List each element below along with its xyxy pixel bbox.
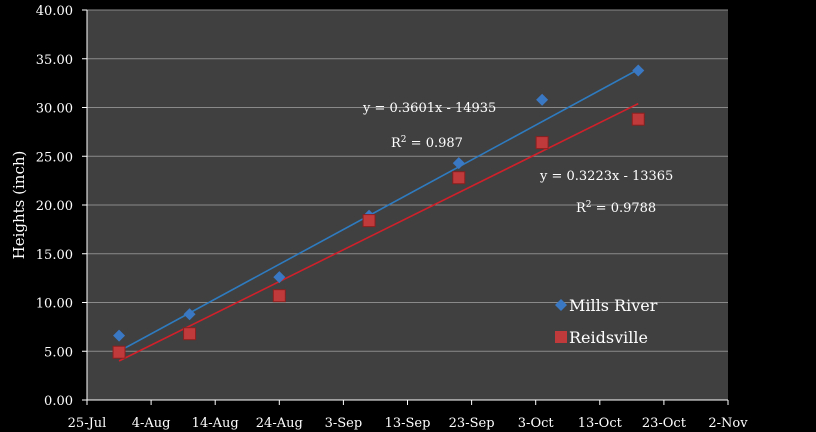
data-point-mills-river	[536, 93, 549, 106]
data-point-reidsville	[362, 214, 376, 228]
y-tick-label: 5.00	[44, 345, 73, 360]
data-point-reidsville	[183, 327, 197, 341]
trendline-0	[118, 68, 639, 352]
x-tick-label: 3-Oct	[518, 416, 555, 431]
data-point-reidsville	[631, 112, 645, 126]
y-tick-label: 0.00	[44, 394, 73, 409]
x-tick-label: 23-Sep	[449, 416, 495, 431]
y-tick-label: 35.00	[36, 53, 73, 68]
x-tick-label: 2-Nov	[708, 416, 748, 431]
trend-equation: y = 0.3223x - 13365	[539, 169, 673, 184]
data-point-mills-river	[183, 308, 196, 321]
trend-equation: y = 0.3601x - 14935	[362, 101, 496, 116]
y-tick-label: 30.00	[36, 102, 73, 117]
x-tick-label: 4-Aug	[132, 416, 171, 431]
x-tick-label: 13-Oct	[578, 416, 623, 431]
y-tick-label: 25.00	[36, 150, 73, 165]
legend-label: Reidsville	[569, 328, 648, 347]
data-point-reidsville	[535, 136, 549, 150]
r-squared: R2 = 0.9788	[576, 200, 656, 216]
legend-label: Mills River	[569, 296, 658, 315]
trendline-1	[118, 102, 639, 362]
data-point-reidsville	[272, 289, 286, 303]
data-point-reidsville	[112, 345, 126, 359]
y-tick-label: 20.00	[36, 199, 73, 214]
r-squared: R2 = 0.987	[391, 135, 463, 151]
x-tick-label: 23-Oct	[642, 416, 687, 431]
y-tick-label: 15.00	[36, 248, 73, 263]
x-tick-label: 25-Jul	[68, 416, 107, 431]
legend-marker-square-icon	[555, 331, 567, 343]
y-axis-label: Heights (inch)	[10, 151, 28, 260]
x-tick-label: 24-Aug	[256, 416, 303, 431]
x-tick-label: 3-Sep	[325, 416, 363, 431]
data-point-mills-river	[113, 329, 126, 342]
data-point-mills-river	[273, 271, 286, 284]
data-point-mills-river	[452, 157, 465, 170]
x-tick-label: 13-Sep	[385, 416, 431, 431]
y-tick-label: 10.00	[36, 297, 73, 312]
x-tick-label: 14-Aug	[192, 416, 239, 431]
y-tick-label: 40.00	[36, 4, 73, 19]
data-point-mills-river	[632, 64, 645, 77]
data-point-reidsville	[452, 171, 466, 185]
legend-marker-diamond-icon	[555, 299, 567, 311]
